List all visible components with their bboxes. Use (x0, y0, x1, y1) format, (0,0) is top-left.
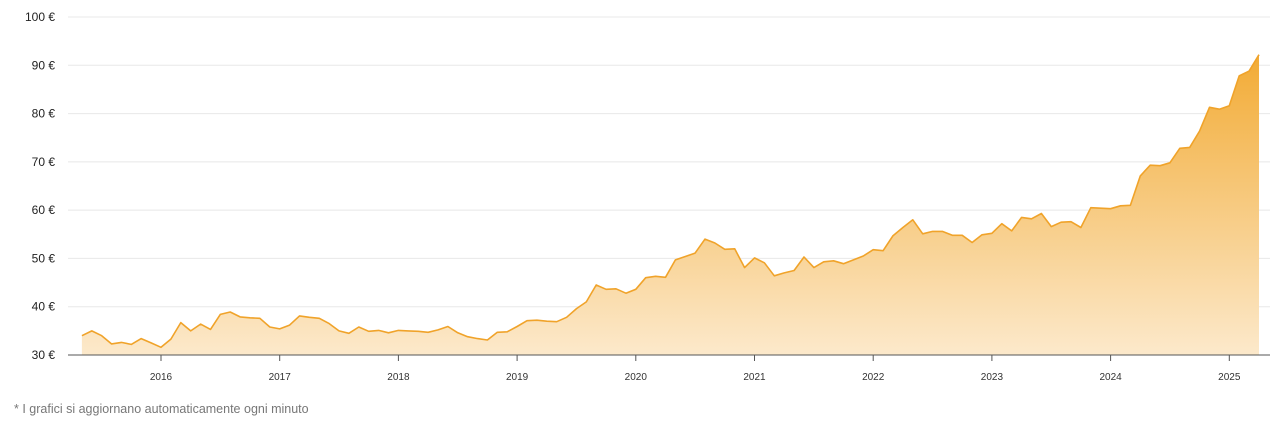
area-fill (81, 54, 1259, 355)
footnote: * I grafici si aggiornano automaticament… (14, 402, 309, 416)
y-tick-label: 70 € (32, 155, 56, 169)
y-tick-label: 80 € (32, 107, 56, 121)
x-tick-label: 2017 (269, 372, 292, 383)
x-tick-label: 2021 (743, 372, 766, 383)
x-tick-label: 2016 (150, 372, 173, 383)
x-tick-label: 2019 (506, 372, 529, 383)
y-tick-label: 60 € (32, 203, 56, 217)
y-tick-label: 100 € (25, 10, 55, 24)
x-tick-label: 2025 (1218, 372, 1241, 383)
y-tick-label: 50 € (32, 251, 56, 265)
x-tick-label: 2023 (981, 372, 1004, 383)
y-tick-label: 40 € (32, 300, 56, 314)
x-tick-label: 2024 (1099, 372, 1122, 383)
y-tick-label: 30 € (32, 348, 56, 362)
x-tick-label: 2022 (862, 372, 885, 383)
x-tick-label: 2020 (625, 372, 648, 383)
price-line (81, 54, 1260, 349)
y-tick-label: 90 € (32, 58, 56, 72)
x-tick-label: 2018 (387, 372, 410, 383)
